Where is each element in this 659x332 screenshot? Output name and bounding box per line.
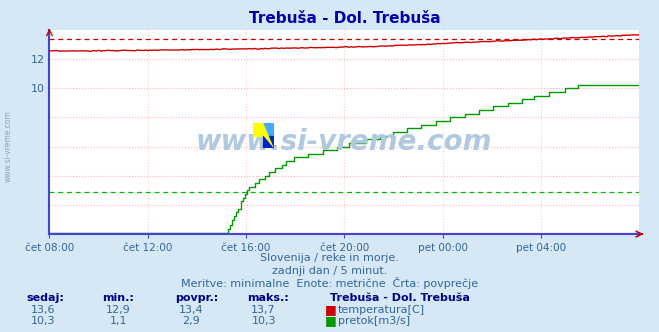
- Text: Meritve: minimalne  Enote: metrične  Črta: povprečje: Meritve: minimalne Enote: metrične Črta:…: [181, 277, 478, 289]
- Text: min.:: min.:: [102, 293, 134, 303]
- Text: 2,9: 2,9: [183, 316, 200, 326]
- Text: 13,4: 13,4: [179, 305, 204, 315]
- Text: temperatura[C]: temperatura[C]: [338, 305, 425, 315]
- Text: sedaj:: sedaj:: [26, 293, 64, 303]
- Bar: [264, 124, 274, 136]
- Text: 10,3: 10,3: [30, 316, 55, 326]
- Bar: [253, 124, 264, 136]
- Text: 1,1: 1,1: [110, 316, 127, 326]
- Text: www.si-vreme.com: www.si-vreme.com: [3, 110, 13, 182]
- Text: Slovenija / reke in morje.: Slovenija / reke in morje.: [260, 253, 399, 263]
- Text: 12,9: 12,9: [106, 305, 131, 315]
- Text: ■: ■: [325, 314, 337, 327]
- PathPatch shape: [253, 124, 274, 148]
- Text: 13,6: 13,6: [30, 305, 55, 315]
- Text: povpr.:: povpr.:: [175, 293, 218, 303]
- Text: 13,7: 13,7: [251, 305, 276, 315]
- Text: www.si-vreme.com: www.si-vreme.com: [196, 128, 492, 156]
- Text: pretok[m3/s]: pretok[m3/s]: [338, 316, 410, 326]
- Bar: [264, 136, 274, 148]
- Text: Trebuša - Dol. Trebuša: Trebuša - Dol. Trebuša: [330, 293, 469, 303]
- Text: 10,3: 10,3: [251, 316, 276, 326]
- Text: maks.:: maks.:: [247, 293, 289, 303]
- Text: zadnji dan / 5 minut.: zadnji dan / 5 minut.: [272, 266, 387, 276]
- Text: ■: ■: [325, 303, 337, 316]
- Title: Trebuša - Dol. Trebuša: Trebuša - Dol. Trebuša: [248, 11, 440, 26]
- PathPatch shape: [264, 124, 274, 148]
